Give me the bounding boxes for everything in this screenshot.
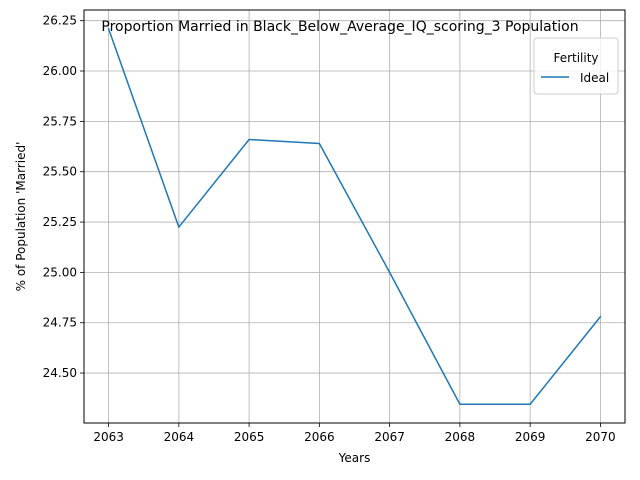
y-tick-label: 25.25 (43, 215, 77, 229)
series-line-ideal (107, 27, 602, 406)
y-axis-label: % of Population 'Married' (14, 142, 28, 292)
x-tick-label: 2067 (374, 430, 405, 444)
y-tick-label: 25.75 (43, 114, 77, 128)
x-axis-label: Years (338, 451, 371, 465)
x-axis-ticks: 2063 2064 2065 2066 2067 2068 2069 2070 (93, 423, 616, 444)
y-tick-label: 26.00 (43, 64, 77, 78)
x-tick-label: 2070 (585, 430, 616, 444)
y-tick-label: 25.00 (43, 265, 77, 279)
x-tick-label: 2064 (164, 430, 195, 444)
legend-entry-ideal: Ideal (580, 71, 609, 85)
y-tick-label: 24.75 (43, 316, 77, 330)
x-tick-label: 2063 (93, 430, 124, 444)
x-tick-label: 2065 (234, 430, 265, 444)
legend-box (533, 37, 619, 95)
x-tick-label: 2069 (515, 430, 546, 444)
chart-title: Proportion Married in Black_Below_Averag… (101, 19, 578, 35)
x-tick-label: 2066 (304, 430, 335, 444)
x-tick-label: 2068 (445, 430, 476, 444)
plot-frame (83, 9, 626, 424)
y-tick-label: 25.50 (43, 165, 77, 179)
legend: Fertility Ideal (533, 37, 619, 95)
legend-title: Fertility (553, 51, 598, 65)
y-tick-label: 26.25 (43, 14, 77, 28)
series-layer (107, 27, 602, 406)
y-tick-label: 24.50 (43, 366, 77, 380)
y-axis-ticks: 24.50 24.75 25.00 25.25 25.50 25.75 26.00 26.25 (43, 14, 84, 380)
